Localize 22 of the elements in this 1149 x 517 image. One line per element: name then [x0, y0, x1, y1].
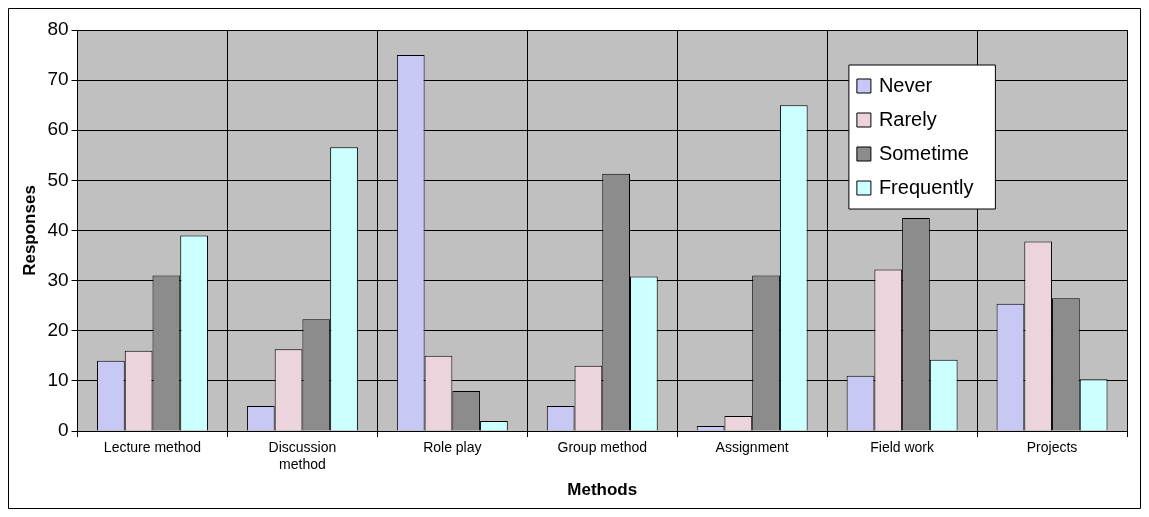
x-tick-label: Role play	[423, 439, 482, 456]
y-tick-label: 30	[47, 268, 69, 290]
x-tick-label: Group method	[557, 439, 648, 456]
y-axis-title: Responses	[19, 185, 39, 276]
x-tick-label: Assignment	[715, 439, 789, 456]
y-tick-label: 50	[47, 168, 69, 190]
y-tick-label: 80	[47, 18, 69, 40]
y-tick-label: 70	[47, 68, 69, 90]
y-tick-label: 60	[47, 118, 69, 140]
x-tick-label: Lecture method	[103, 439, 202, 456]
y-tick-label: 0	[57, 419, 69, 441]
x-tick-label: Projects	[1026, 439, 1078, 456]
x-axis-title: Methods	[567, 480, 638, 500]
legend-label: Sometime	[878, 141, 969, 164]
legend-label: Rarely	[878, 107, 937, 130]
y-tick-label: 10	[47, 369, 69, 391]
x-tick-label: Discussion method	[268, 439, 337, 473]
y-tick-label: 20	[47, 318, 69, 340]
y-tick-label: 40	[47, 218, 69, 240]
legend-label: Never	[878, 73, 933, 96]
x-tick-label: Field work	[870, 439, 936, 456]
legend-label: Frequently	[878, 175, 974, 198]
